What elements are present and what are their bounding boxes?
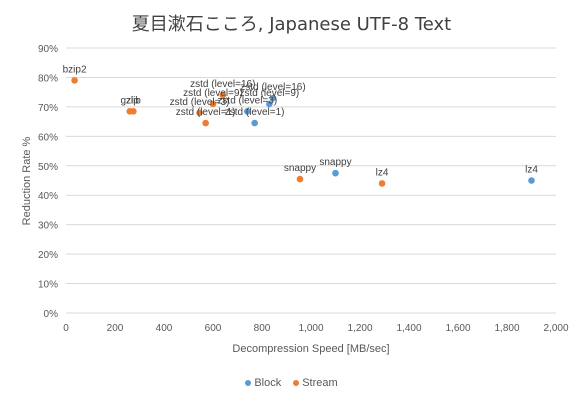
legend-swatch [245, 380, 252, 387]
legend-swatch [293, 380, 300, 387]
data-label: zlib [126, 95, 141, 106]
x-tick-label: 1,000 [298, 323, 323, 334]
data-label: zstd (level=16) [240, 82, 305, 93]
data-label: snappy [284, 163, 316, 174]
x-tick-label: 200 [107, 323, 124, 334]
data-point-stream [202, 119, 209, 127]
data-point-stream [219, 91, 227, 99]
x-tick-label: 2,000 [543, 323, 568, 334]
y-tick-label: 0% [44, 309, 59, 320]
y-tick-label: 50% [38, 162, 58, 173]
data-label: zstd (level=3) [217, 95, 277, 106]
chart-title: 夏目漱石こころ, Japanese UTF-8 Text [131, 14, 452, 35]
legend-item-stream: Stream [293, 377, 338, 389]
x-tick-label: 400 [156, 323, 173, 334]
legend-item-block: Block [245, 377, 281, 389]
x-tick-label: 0 [63, 323, 69, 334]
data-point-block [528, 177, 535, 184]
y-tick-label: 20% [38, 250, 58, 261]
x-tick-label: 800 [254, 323, 271, 334]
data-point-stream [378, 180, 386, 187]
x-axis-label: Decompression Speed [MB/sec] [232, 343, 389, 355]
data-label: zstd (level=1) [225, 107, 285, 118]
x-tick-label: 1,200 [347, 323, 372, 334]
data-label: zstd (level=16) [190, 79, 255, 90]
data-label: zstd (level=1) [176, 107, 236, 118]
data-point-block [266, 100, 273, 108]
data-point-stream [71, 77, 78, 84]
data-point-stream [296, 175, 304, 183]
x-tick-label: 1,600 [445, 323, 470, 334]
data-label: zstd (level=9) [239, 88, 299, 99]
data-point-block [244, 108, 251, 115]
x-tick-label: 1,400 [396, 323, 421, 334]
data-label: bzip2 [63, 64, 87, 75]
data-label: zstd (level=9) [183, 88, 243, 99]
legend-label: Stream [302, 377, 338, 389]
data-point-block [269, 94, 277, 102]
y-tick-label: 90% [38, 44, 58, 55]
chart-legend: Block Stream [0, 377, 583, 389]
data-point-stream [196, 109, 203, 117]
y-tick-label: 60% [38, 132, 58, 143]
data-point-block [332, 169, 339, 177]
y-tick-label: 30% [38, 221, 58, 232]
x-tick-label: 600 [205, 323, 222, 334]
data-label: lz4 [376, 167, 389, 178]
data-point-block [251, 119, 258, 127]
data-label: lz4 [525, 165, 538, 176]
data-point-stream [209, 100, 217, 108]
data-label: zstd (level=3) [170, 97, 230, 108]
data-label: snappy [319, 157, 351, 168]
data-point-stream [130, 108, 137, 115]
data-label: gzip [121, 95, 140, 106]
legend-label: Block [254, 377, 282, 389]
y-tick-label: 10% [38, 280, 58, 291]
y-tick-label: 40% [38, 191, 58, 202]
y-axis-label: Reduction Rate % [21, 136, 33, 225]
y-tick-label: 70% [38, 103, 58, 114]
y-tick-label: 80% [38, 73, 58, 84]
x-tick-label: 1,800 [494, 323, 519, 334]
